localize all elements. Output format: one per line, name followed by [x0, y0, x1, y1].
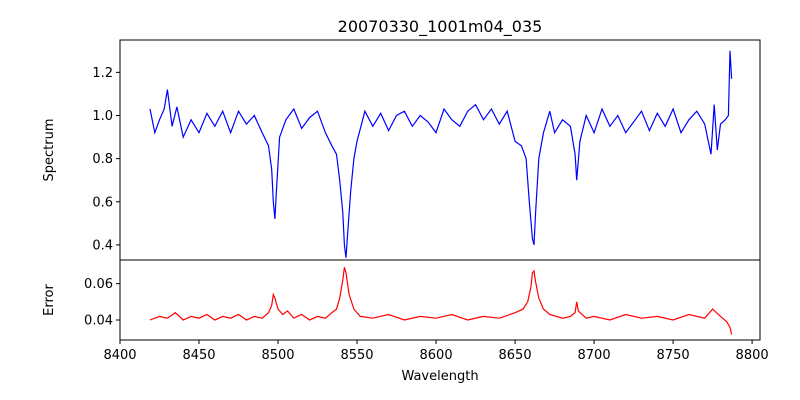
error-y-tick-label: 0.04 — [84, 314, 113, 329]
x-tick-label: 8700 — [578, 348, 611, 363]
error-panel: 0.04 0.06 Error — [42, 259, 761, 341]
spectrum-y-tick-label: 0.8 — [92, 152, 113, 167]
x-tick-label: 8450 — [182, 348, 215, 363]
x-tick-label: 8750 — [657, 348, 690, 363]
error-y-ticks: 0.04 0.06 — [84, 277, 120, 329]
error-series-line — [149, 267, 733, 335]
x-tick-label: 8500 — [261, 348, 294, 363]
error-axes-frame — [119, 259, 761, 341]
spectrum-y-tick-label: 0.6 — [92, 195, 113, 210]
x-tick-label: 8600 — [420, 348, 453, 363]
x-tick-label: 8550 — [340, 348, 373, 363]
x-tick-label: 8800 — [736, 348, 769, 363]
spectrum-y-ticks: 0.4 0.6 0.8 1.0 1.2 — [92, 66, 120, 253]
error-y-tick-label: 0.06 — [84, 277, 113, 292]
spectrum-y-tick-label: 1.2 — [92, 66, 113, 81]
spectrum-series-line — [149, 50, 733, 258]
x-tick-label: 8400 — [103, 348, 136, 363]
spectrum-y-axis-label: Spectrum — [42, 119, 57, 182]
spectrum-y-tick-label: 0.4 — [92, 238, 113, 253]
x-axis-label: Wavelength — [401, 369, 478, 384]
chart-title: 20070330_1001m04_035 — [338, 17, 543, 37]
spectrum-panel: 0.4 0.6 0.8 1.0 1.2 Spectrum — [42, 39, 761, 261]
spectrum-axes-frame — [119, 39, 761, 261]
x-tick-label: 8650 — [499, 348, 532, 363]
x-axis-ticks: 8400 8450 8500 8550 8600 8650 8700 8750 8800 — [103, 340, 769, 363]
error-y-axis-label: Error — [42, 284, 57, 316]
spectrum-y-tick-label: 1.0 — [92, 109, 113, 124]
